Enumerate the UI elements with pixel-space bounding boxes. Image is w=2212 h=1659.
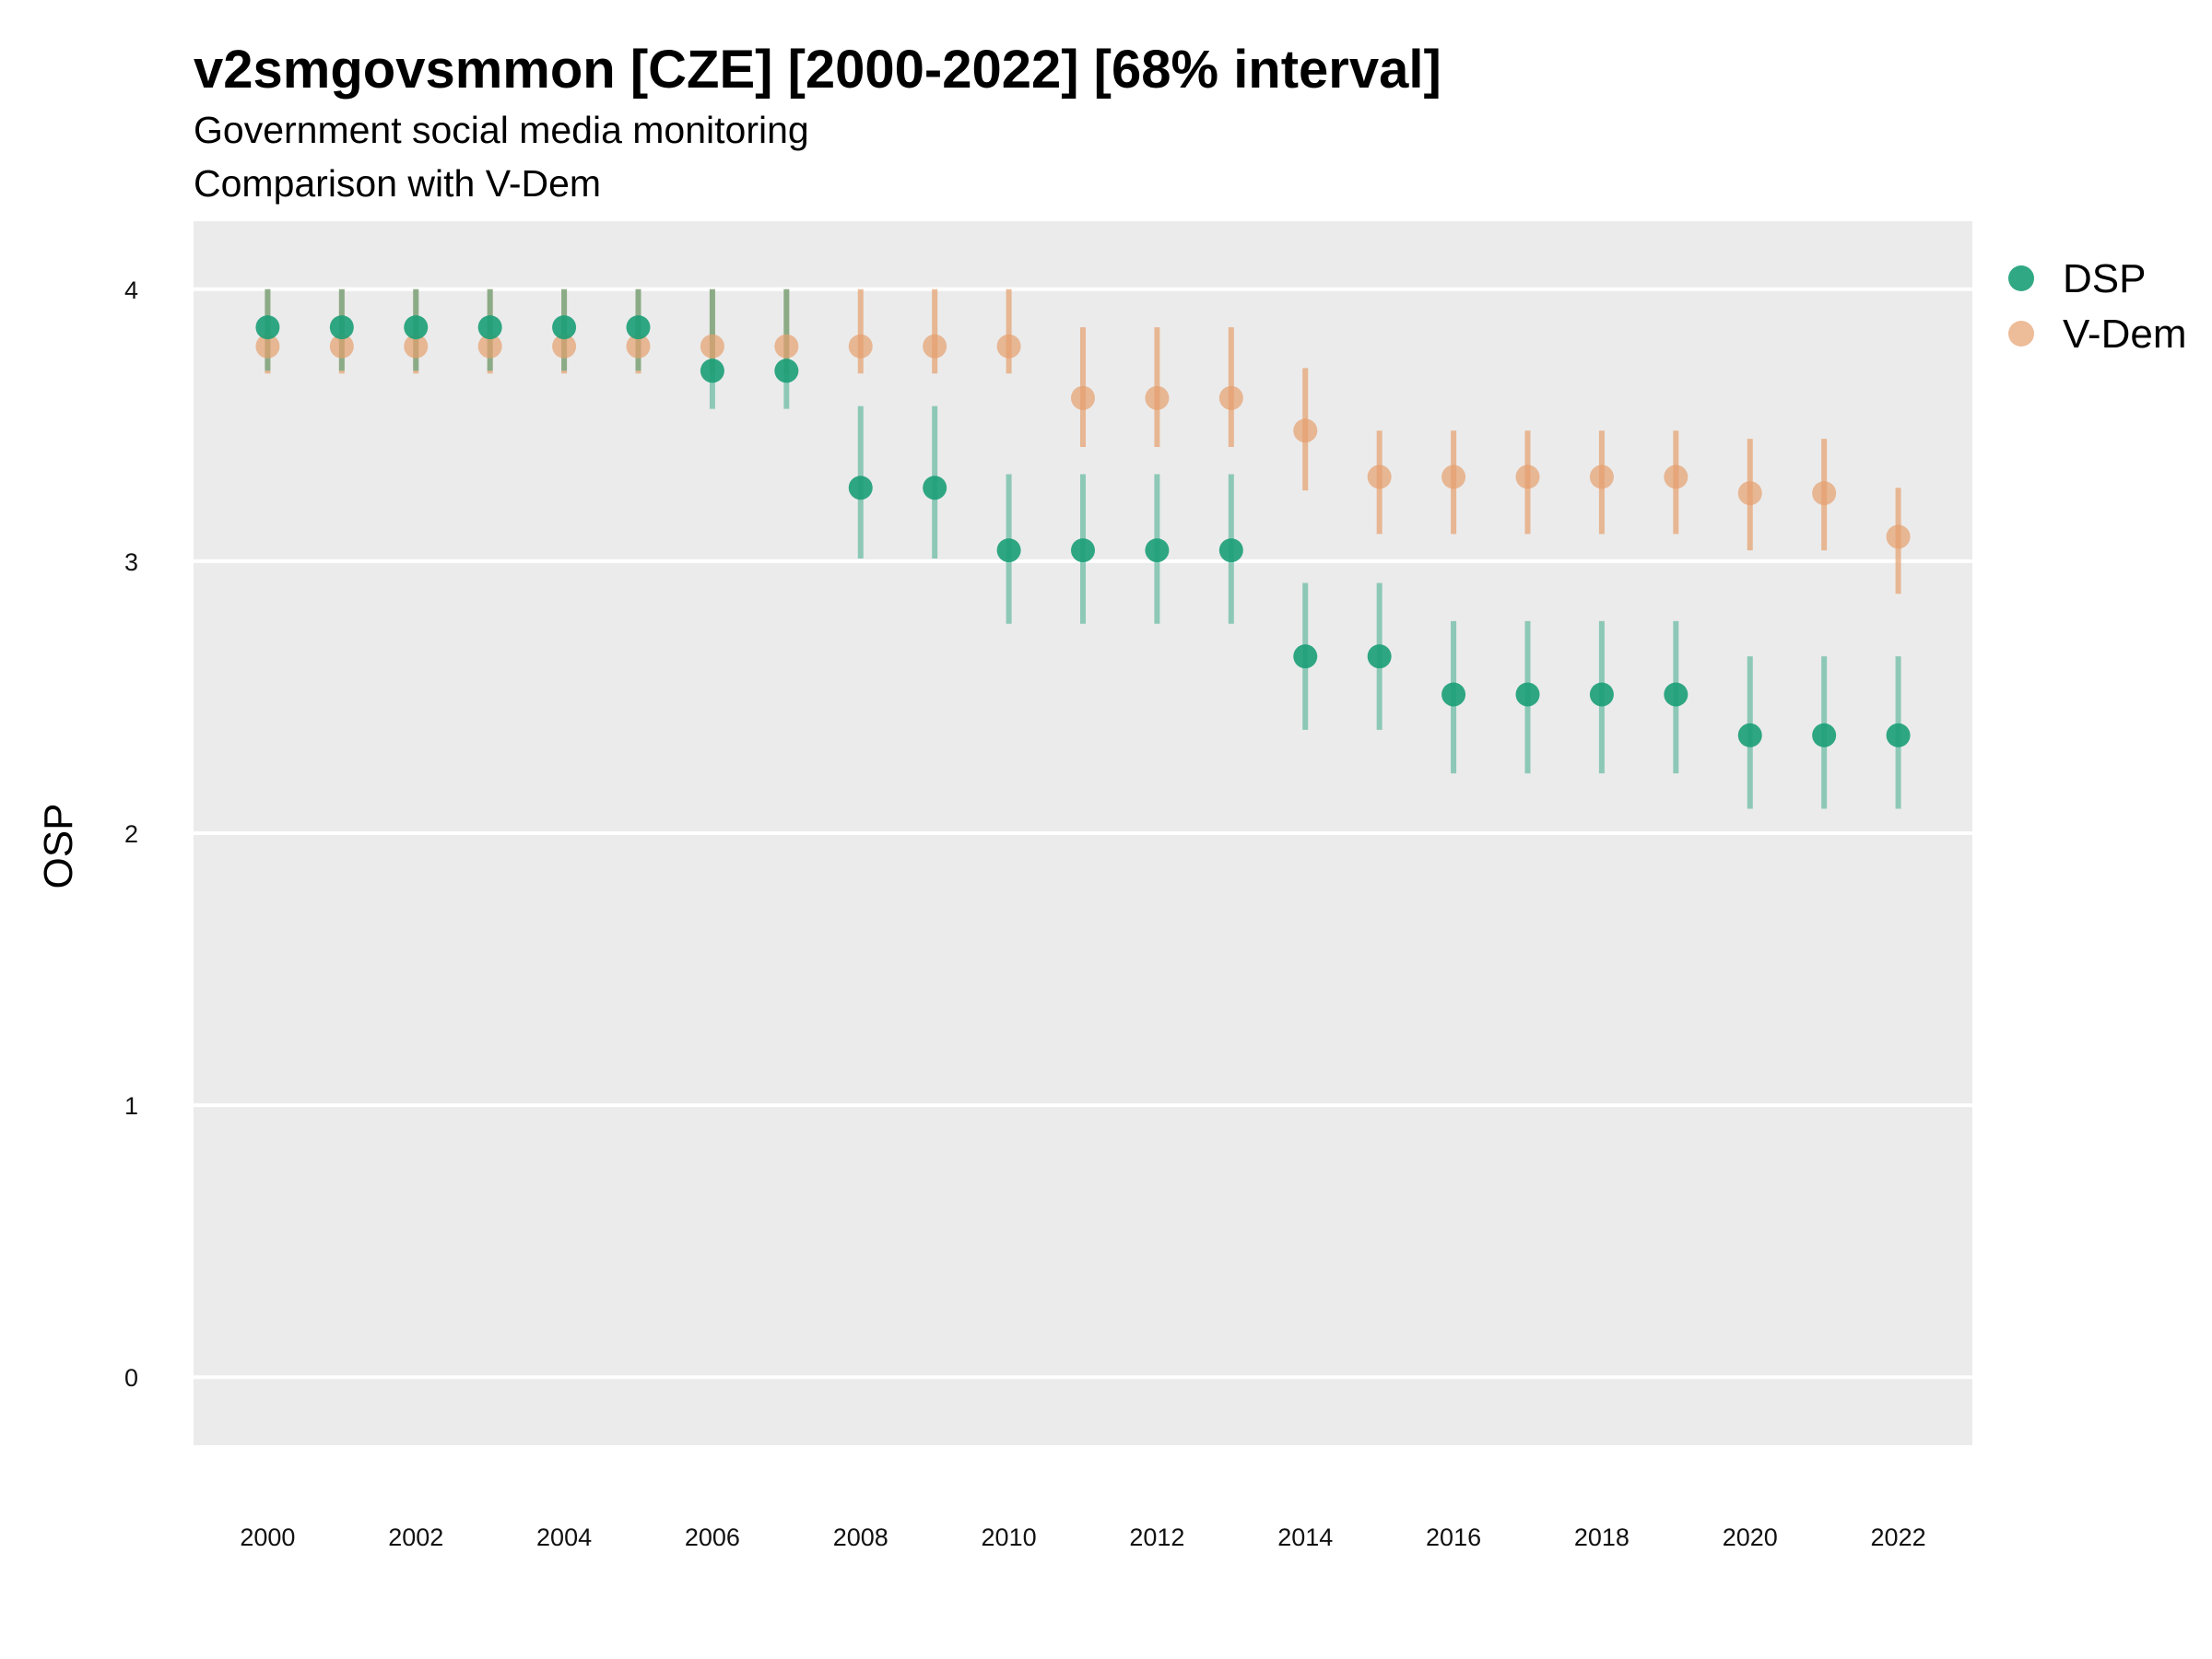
legend-key-v-dem bbox=[2008, 321, 2034, 347]
point-dsp-2007 bbox=[774, 359, 799, 383]
point-v-dem-2008 bbox=[848, 334, 873, 359]
point-v-dem-2010 bbox=[996, 334, 1021, 359]
series-dsp-points bbox=[255, 315, 1911, 747]
point-v-dem-2016 bbox=[1441, 465, 1466, 489]
x-tick-label-2002: 2002 bbox=[388, 1524, 443, 1551]
y-tick-label-0: 0 bbox=[124, 1364, 138, 1392]
point-v-dem-2017 bbox=[1515, 465, 1540, 489]
point-v-dem-2011 bbox=[1071, 385, 1095, 410]
data-marks bbox=[255, 288, 1911, 809]
x-tick-label-2018: 2018 bbox=[1574, 1524, 1630, 1551]
point-dsp-2008 bbox=[848, 476, 873, 500]
x-tick-label-2008: 2008 bbox=[833, 1524, 888, 1551]
y-tick-label-4: 4 bbox=[124, 276, 138, 304]
x-tick-label-2000: 2000 bbox=[240, 1524, 295, 1551]
point-dsp-2016 bbox=[1441, 682, 1466, 707]
x-tick-labels: 2000 2002 2004 2006 2008 2010 2012 2014 2016 2018… bbox=[240, 1524, 1925, 1551]
point-v-dem-2000 bbox=[255, 334, 280, 359]
point-dsp-2013 bbox=[1218, 538, 1243, 563]
legend-label-v-dem: V-Dem bbox=[2063, 312, 2186, 357]
point-v-dem-2004 bbox=[552, 334, 577, 359]
point-v-dem-2002 bbox=[404, 334, 429, 359]
legend: DSP V-Dem bbox=[2008, 256, 2186, 357]
point-v-dem-2020 bbox=[1737, 481, 1762, 506]
point-v-dem-2018 bbox=[1589, 465, 1614, 489]
point-v-dem-2003 bbox=[477, 334, 502, 359]
y-tick-labels: 0 1 2 3 4 bbox=[124, 276, 138, 1392]
point-dsp-2010 bbox=[996, 538, 1021, 563]
x-tick-label-2012: 2012 bbox=[1129, 1524, 1184, 1551]
x-tick-label-2006: 2006 bbox=[685, 1524, 740, 1551]
y-tick-label-2: 2 bbox=[124, 820, 138, 848]
point-dsp-2009 bbox=[923, 476, 947, 500]
point-v-dem-2021 bbox=[1812, 481, 1837, 506]
point-v-dem-2022 bbox=[1886, 524, 1911, 549]
x-tick-label-2020: 2020 bbox=[1723, 1524, 1778, 1551]
x-tick-label-2010: 2010 bbox=[982, 1524, 1037, 1551]
chart-title: v2smgovsmmon [CZE] [2000-2022] [68% inte… bbox=[194, 40, 1441, 100]
point-v-dem-2015 bbox=[1367, 465, 1392, 489]
point-v-dem-2005 bbox=[626, 334, 651, 359]
point-dsp-2014 bbox=[1293, 644, 1318, 669]
y-axis-label: OSP bbox=[36, 804, 81, 889]
point-dsp-2018 bbox=[1589, 682, 1614, 707]
y-tick-label-1: 1 bbox=[124, 1092, 138, 1120]
point-dsp-2004 bbox=[552, 315, 577, 340]
point-dsp-2017 bbox=[1515, 682, 1540, 707]
point-v-dem-2001 bbox=[329, 334, 354, 359]
point-v-dem-2014 bbox=[1293, 418, 1318, 443]
point-dsp-2005 bbox=[626, 315, 651, 340]
x-tick-label-2014: 2014 bbox=[1277, 1524, 1333, 1551]
point-v-dem-2019 bbox=[1664, 465, 1688, 489]
x-tick-label-2016: 2016 bbox=[1426, 1524, 1481, 1551]
legend-key-dsp bbox=[2008, 265, 2034, 291]
chart-subtitle: Government social media monitoring bbox=[194, 109, 809, 151]
point-v-dem-2007 bbox=[774, 334, 799, 359]
point-dsp-2011 bbox=[1071, 538, 1095, 563]
point-dsp-2019 bbox=[1664, 682, 1688, 707]
chart-subtitle-2: Comparison with V-Dem bbox=[194, 162, 601, 205]
point-dsp-2003 bbox=[477, 315, 502, 340]
point-dsp-2000 bbox=[255, 315, 280, 340]
x-tick-label-2022: 2022 bbox=[1871, 1524, 1926, 1551]
point-v-dem-2013 bbox=[1218, 385, 1243, 410]
point-dsp-2015 bbox=[1367, 644, 1392, 669]
point-dsp-2020 bbox=[1737, 723, 1762, 747]
point-dsp-2002 bbox=[404, 315, 429, 340]
point-dsp-2012 bbox=[1145, 538, 1170, 563]
point-dsp-2021 bbox=[1812, 723, 1837, 747]
y-tick-label-3: 3 bbox=[124, 548, 138, 576]
x-tick-label-2004: 2004 bbox=[536, 1524, 592, 1551]
point-v-dem-2009 bbox=[923, 334, 947, 359]
point-dsp-2001 bbox=[329, 315, 354, 340]
legend-label-dsp: DSP bbox=[2063, 256, 2146, 301]
point-v-dem-2012 bbox=[1145, 385, 1170, 410]
point-v-dem-2006 bbox=[700, 334, 724, 359]
point-dsp-2022 bbox=[1886, 723, 1911, 747]
point-dsp-2006 bbox=[700, 359, 724, 383]
series-v-dem-points bbox=[255, 334, 1911, 549]
